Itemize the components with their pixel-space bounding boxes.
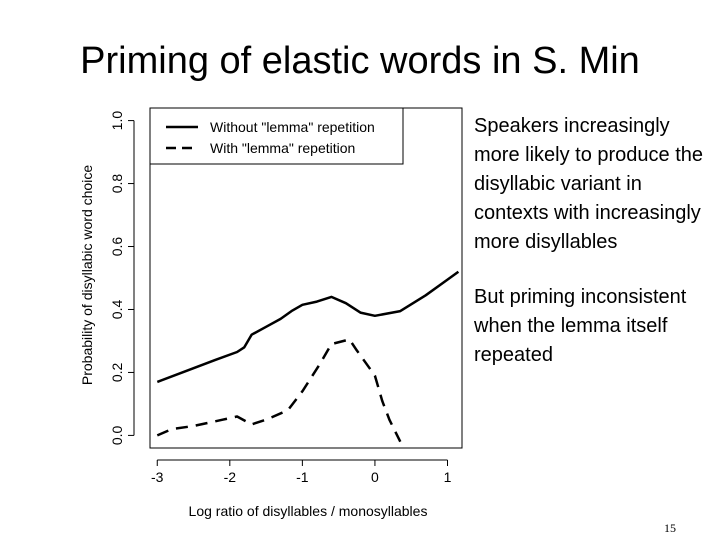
slide-title: Priming of elastic words in S. Min — [80, 40, 640, 82]
x-tick-label: 0 — [371, 469, 379, 485]
y-tick-label: 1.0 — [109, 111, 125, 131]
line-chart: 0.0 0.2 0.4 0.6 0.8 1.0 -3 -2 -1 0 1 Without "lem… — [79, 107, 463, 519]
slide-number: 15 — [664, 521, 676, 535]
x-tick-label: -3 — [151, 469, 164, 485]
y-axis-label: Probability of disyllabic word choice — [79, 165, 95, 385]
y-tick-label: 0.4 — [109, 300, 125, 320]
x-tick-label: -2 — [224, 469, 237, 485]
legend-box — [149, 107, 404, 165]
y-tick-label: 0.0 — [109, 425, 125, 445]
y-tick-label: 0.6 — [109, 237, 125, 257]
y-tick-label: 0.8 — [109, 174, 125, 194]
x-tick-label: 1 — [444, 469, 452, 485]
y-tick-label: 0.2 — [109, 363, 125, 383]
x-tick-label: -1 — [296, 469, 309, 485]
bullet-item-1: Speakers increasingly more likely to pro… — [474, 115, 704, 253]
x-axis-label: Log ratio of disyllables / monosyllables — [189, 503, 428, 519]
legend-label-1: Without "lemma" repetition — [210, 119, 375, 135]
series-line-2 — [156, 338, 402, 443]
bullet-list: Speakers increasingly more likely to pro… — [474, 112, 714, 396]
legend-label-2: With "lemma" repetition — [210, 140, 355, 156]
bullet-item-2: But priming inconsistent when the lemma … — [474, 286, 687, 366]
series-line-1 — [156, 270, 460, 384]
